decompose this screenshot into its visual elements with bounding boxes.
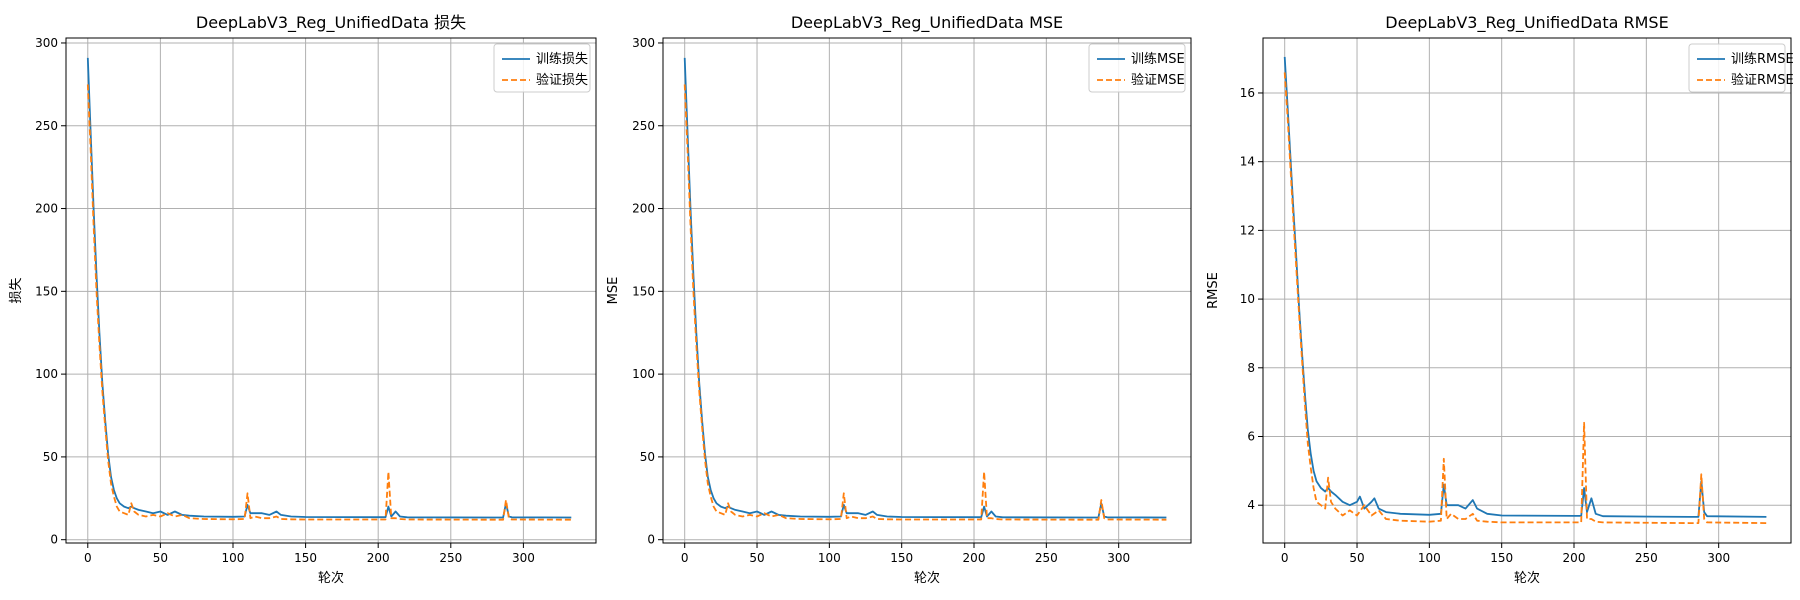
legend-label: 验证MSE bbox=[1131, 72, 1185, 88]
y-tick-label: 250 bbox=[632, 119, 655, 133]
chart-title: DeepLabV3_Reg_UnifiedData 损失 bbox=[196, 13, 466, 33]
chart-panel-2: 0 50 100 150 200 250 300 0 50 100 150 200 250 300 Deep… bbox=[606, 13, 1192, 586]
x-tick-label: 100 bbox=[1418, 551, 1441, 565]
x-tick-label: 0 bbox=[84, 551, 92, 565]
x-tick-label: 150 bbox=[1490, 551, 1513, 565]
y-tick-label: 50 bbox=[43, 450, 58, 464]
legend-box bbox=[1688, 43, 1786, 93]
y-tick-label: 12 bbox=[1240, 223, 1255, 237]
x-axis-label: 轮次 bbox=[914, 570, 940, 586]
y-tick-label: 8 bbox=[1247, 361, 1255, 375]
y-tick-label: 0 bbox=[647, 533, 655, 547]
legend-label: 训练RMSE bbox=[1731, 52, 1794, 67]
y-tick-label: 150 bbox=[35, 284, 58, 298]
legend: 训练RMSE 验证RMSE bbox=[1688, 43, 1794, 93]
y-tick-label: 14 bbox=[1240, 155, 1255, 169]
y-tick-label: 0 bbox=[50, 533, 58, 547]
axes-frame bbox=[662, 37, 1192, 544]
y-tick-label: 10 bbox=[1240, 292, 1255, 306]
x-tick-label: 0 bbox=[1281, 551, 1289, 565]
series-line-train bbox=[1283, 56, 1767, 518]
series-line-train bbox=[683, 57, 1167, 519]
legend-label: 训练MSE bbox=[1131, 52, 1185, 67]
x-tick-label: 200 bbox=[1563, 551, 1586, 565]
y-tick-label: 150 bbox=[632, 284, 655, 298]
x-tick-label: 200 bbox=[963, 551, 986, 565]
x-tick-label: 300 bbox=[1707, 551, 1730, 565]
x-tick-label: 150 bbox=[294, 551, 317, 565]
axes-frame bbox=[1262, 37, 1792, 544]
chart-panel-3: 0 50 100 150 200 250 300 4 6 8 10 12 14 16 DeepLabV3_R… bbox=[1206, 13, 1794, 586]
x-tick-label: 250 bbox=[1035, 551, 1058, 565]
x-tick-label: 250 bbox=[439, 551, 462, 565]
x-tick-label: 300 bbox=[512, 551, 535, 565]
x-tick-label: 50 bbox=[749, 551, 764, 565]
legend-label: 验证损失 bbox=[536, 72, 588, 88]
legend-box bbox=[1088, 43, 1186, 93]
chart-panel-1: 0 50 100 150 200 250 300 0 50 100 150 200 250 300 Deep… bbox=[9, 13, 597, 586]
x-tick-label: 150 bbox=[890, 551, 913, 565]
series-line-val bbox=[86, 84, 572, 521]
y-tick-label: 300 bbox=[35, 36, 58, 50]
y-tick-label: 100 bbox=[632, 367, 655, 381]
y-tick-label: 200 bbox=[35, 202, 58, 216]
chart-title: DeepLabV3_Reg_UnifiedData RMSE bbox=[1385, 13, 1668, 33]
legend-label: 训练损失 bbox=[536, 52, 588, 67]
legend: 训练MSE 验证MSE bbox=[1088, 43, 1186, 93]
y-tick-label: 200 bbox=[632, 202, 655, 216]
y-axis-label: RMSE bbox=[1206, 272, 1221, 309]
y-tick-label: 50 bbox=[640, 450, 655, 464]
x-tick-label: 50 bbox=[1349, 551, 1364, 565]
axes-frame bbox=[65, 37, 597, 544]
x-tick-label: 250 bbox=[1635, 551, 1658, 565]
x-axis-label: 轮次 bbox=[1514, 570, 1540, 586]
x-tick-label: 0 bbox=[681, 551, 689, 565]
y-tick-label: 16 bbox=[1240, 86, 1255, 100]
series-line-train bbox=[86, 57, 572, 519]
x-tick-label: 50 bbox=[153, 551, 168, 565]
x-tick-label: 300 bbox=[1107, 551, 1130, 565]
y-axis-label: MSE bbox=[606, 277, 621, 305]
legend-box bbox=[493, 43, 591, 93]
x-axis-label: 轮次 bbox=[318, 570, 344, 586]
y-tick-label: 6 bbox=[1247, 430, 1255, 444]
chart-title: DeepLabV3_Reg_UnifiedData MSE bbox=[791, 13, 1063, 33]
y-tick-label: 4 bbox=[1247, 498, 1255, 512]
y-axis-label: 损失 bbox=[9, 277, 24, 303]
series-line-val bbox=[1283, 72, 1767, 524]
y-tick-label: 100 bbox=[35, 367, 58, 381]
y-tick-label: 300 bbox=[632, 36, 655, 50]
legend-label: 验证RMSE bbox=[1731, 72, 1794, 88]
x-tick-label: 200 bbox=[367, 551, 390, 565]
series-line-val bbox=[683, 84, 1167, 521]
y-tick-label: 250 bbox=[35, 119, 58, 133]
x-tick-label: 100 bbox=[818, 551, 841, 565]
x-tick-label: 100 bbox=[222, 551, 245, 565]
